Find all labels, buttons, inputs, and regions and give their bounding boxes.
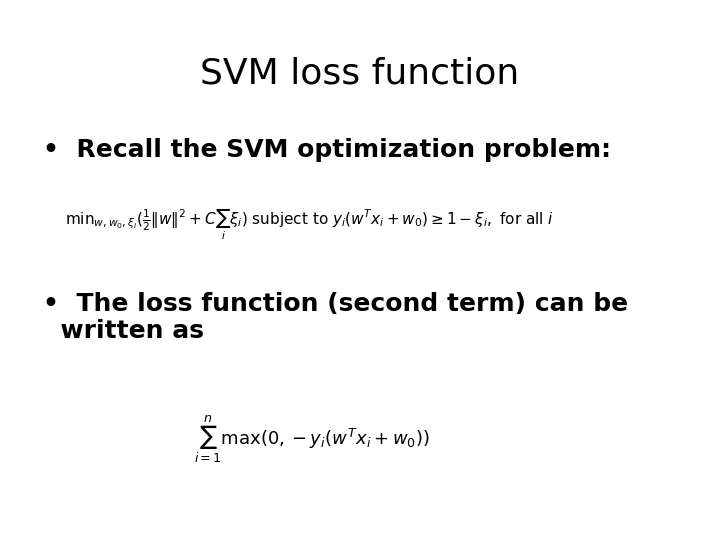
Text: •  Recall the SVM optimization problem:: • Recall the SVM optimization problem: [43,138,611,161]
Text: $\mathrm{min}_{w,w_0,\xi_i}(\frac{1}{2}\|w\|^2 + C\sum_i \xi_i)$ subject to $y_i: $\mathrm{min}_{w,w_0,\xi_i}(\frac{1}{2}\… [65,208,554,242]
Text: •  The loss function (second term) can be
  written as: • The loss function (second term) can be… [43,292,629,343]
Text: $\sum_{i=1}^{n}\mathrm{max}(0, -y_i(w^T x_i + w_0))$: $\sum_{i=1}^{n}\mathrm{max}(0, -y_i(w^T … [194,413,431,465]
Text: SVM loss function: SVM loss function [200,57,520,91]
